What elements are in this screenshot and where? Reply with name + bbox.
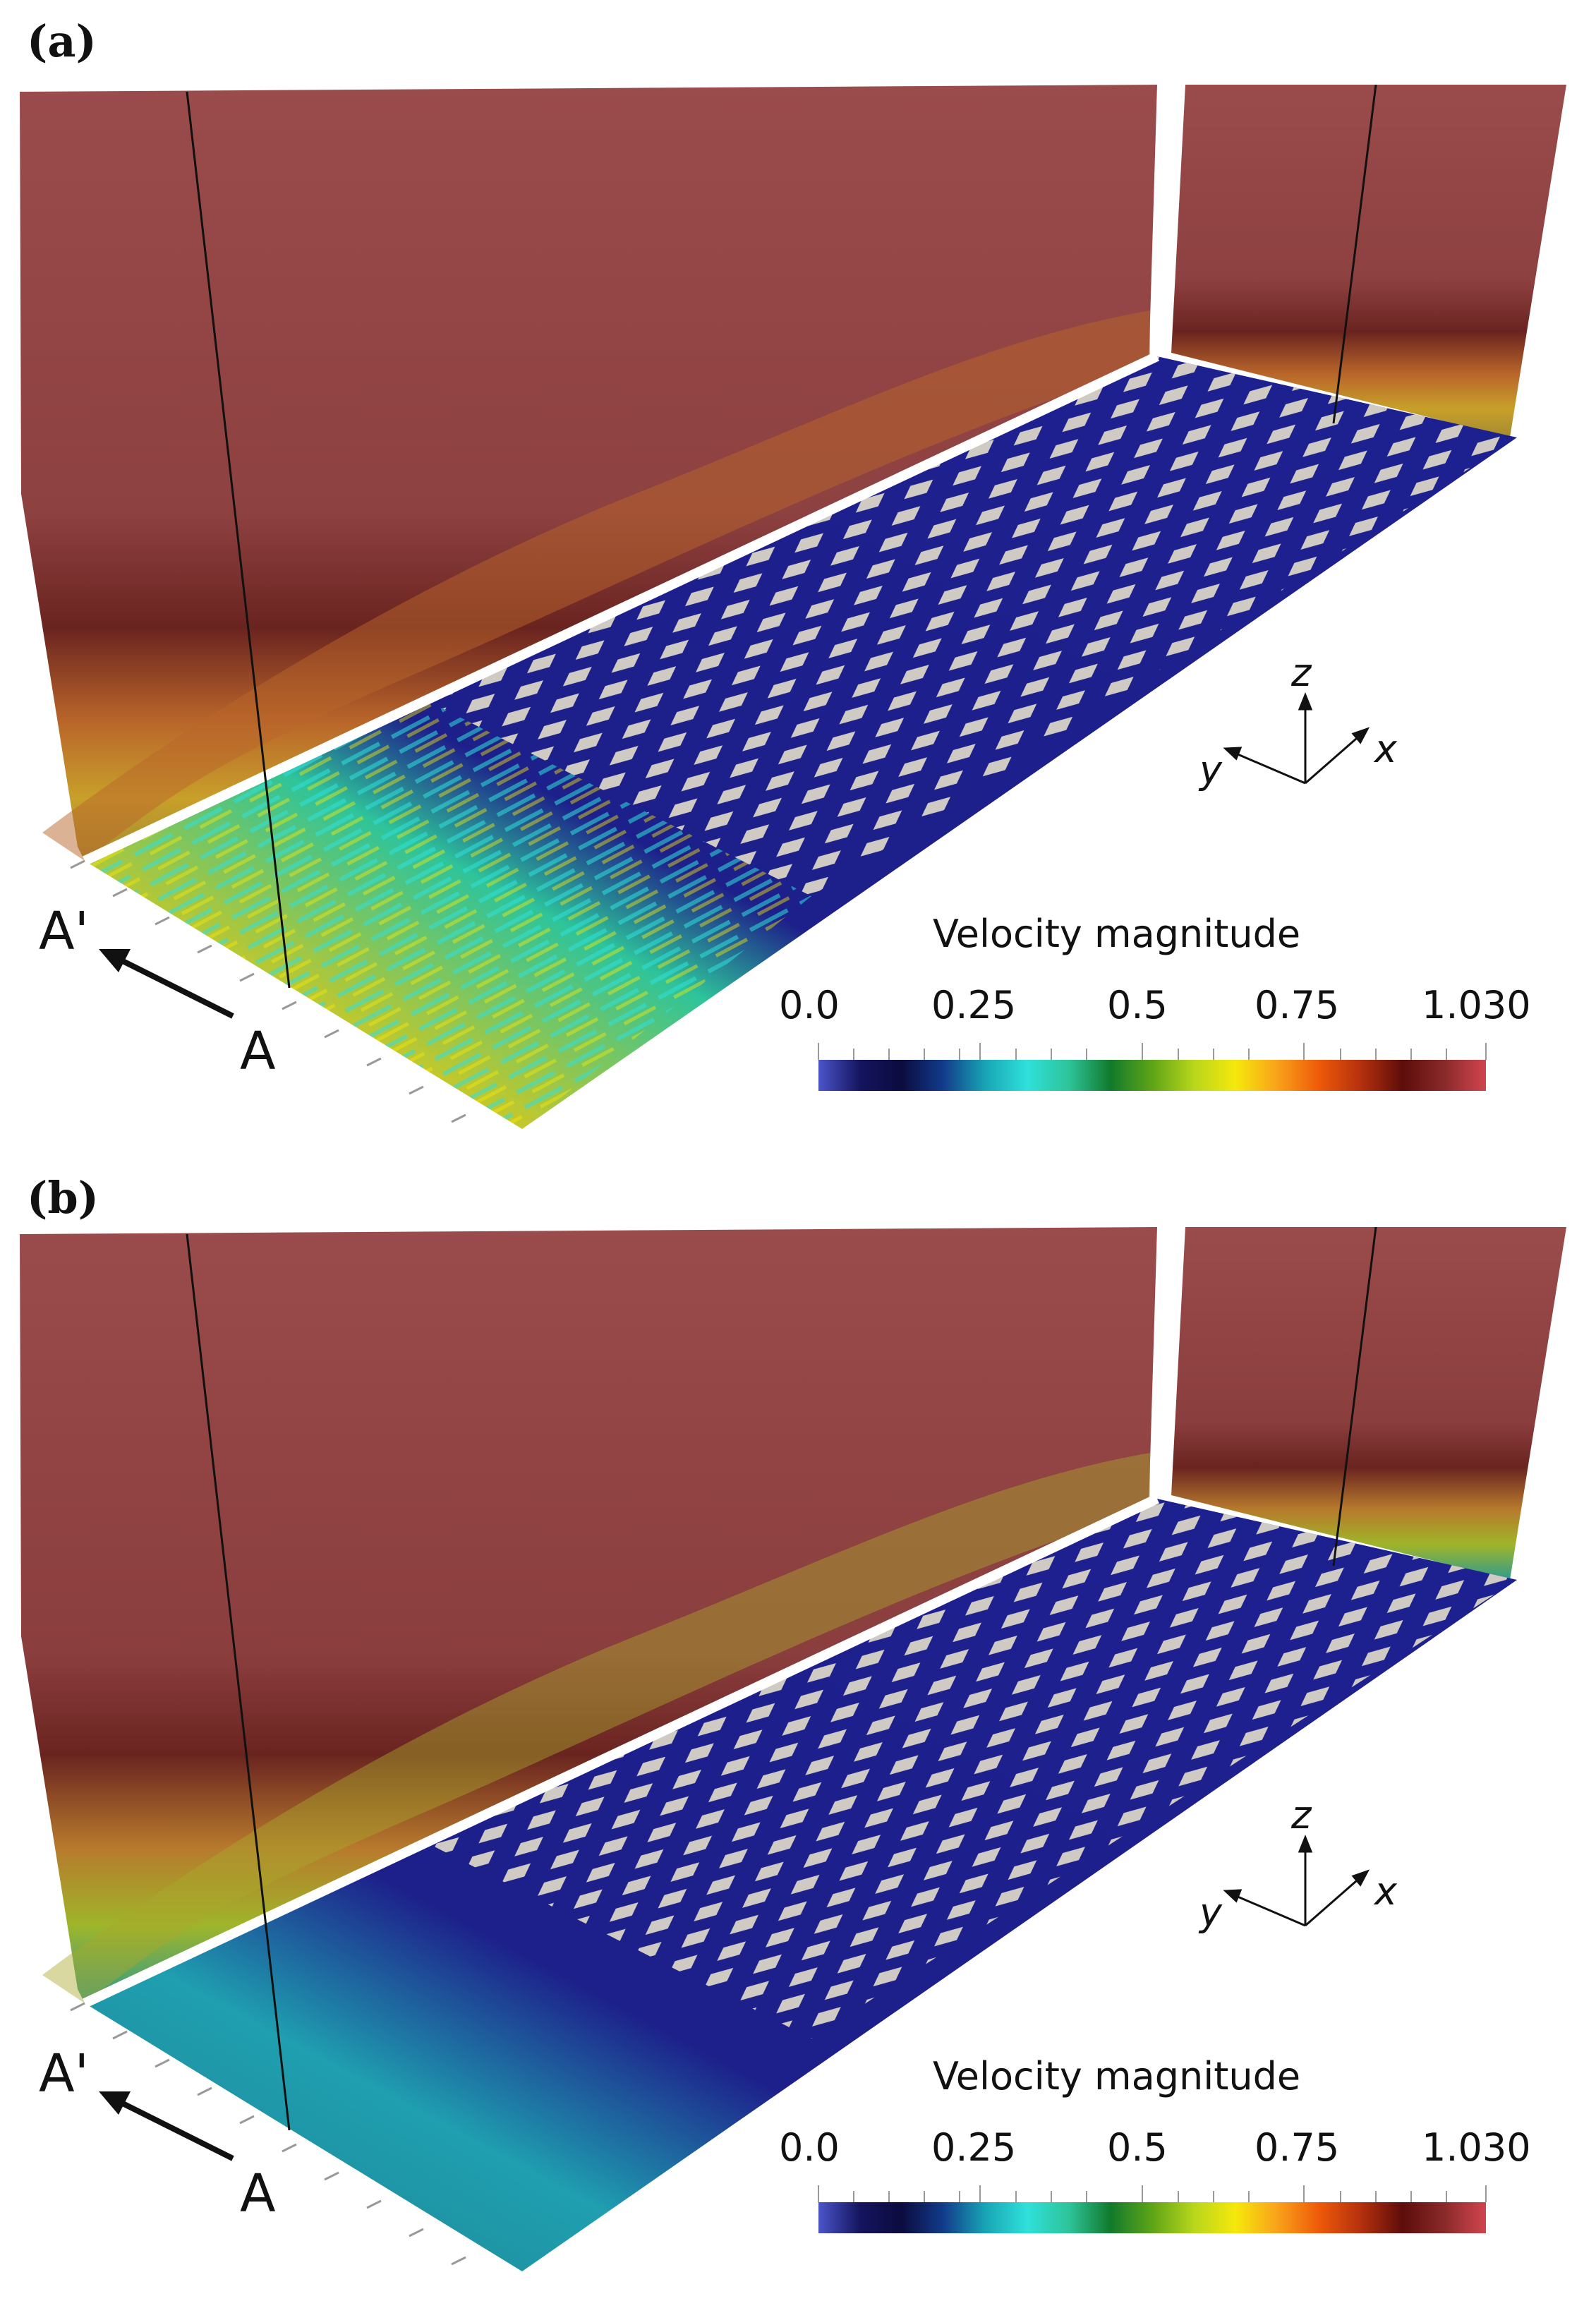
colorbar-tick: 1.030 (1422, 2125, 1531, 2170)
roughness-blocks (423, 1499, 1517, 2039)
colorbar-tick: 0.75 (1255, 2125, 1340, 2170)
side-wall-right (1171, 85, 1566, 437)
floor-streaks (85, 699, 811, 1129)
section-arrow-head (99, 949, 131, 972)
flow-visualization: z y x A' A (20, 84, 1566, 1129)
colorbar-tick: 0.0 (779, 983, 840, 1027)
section-arrow (119, 957, 234, 1019)
reference-line-right (1332, 84, 1377, 424)
colorbar-tick: 0.5 (1107, 983, 1168, 1027)
axis-label-z: z (1290, 651, 1312, 695)
floor-ticks (70, 859, 466, 1123)
roughness-blocks (423, 356, 1517, 896)
colorbar-tick: 0.25 (931, 983, 1017, 1027)
axis-label-y: y (1198, 1890, 1223, 1935)
colorbar-tick: 0.5 (1107, 2125, 1168, 2170)
panel-a: (a) (0, 0, 1596, 1156)
colorbar-gradient (818, 1060, 1486, 1091)
flow-visualization: z y x A' A (20, 1226, 1566, 2271)
floor-ticks (70, 2002, 466, 2266)
floor-edge (83, 1494, 1159, 2008)
panel-label: (b) (27, 1172, 99, 1224)
side-wall-left (20, 1227, 1157, 2003)
section-arrow (119, 2099, 234, 2161)
colorbar-tick: 1.030 (1422, 983, 1531, 1027)
turbulent-band (42, 1453, 1150, 2003)
axis-label-x: x (1373, 1869, 1398, 1914)
section-label-end: A' (39, 2043, 89, 2104)
panel-b: (b) z y (0, 1156, 1596, 2313)
axis-label-z: z (1290, 1793, 1312, 1837)
colorbar-tick: 0.0 (779, 2125, 840, 2170)
axis-label-y: y (1198, 748, 1223, 792)
colorbar (818, 2185, 1487, 2233)
colorbar-title: Velocity magnitude (933, 912, 1301, 956)
colorbar (818, 1043, 1487, 1091)
reference-line-right (1332, 1226, 1377, 1566)
section-label-start: A (240, 1021, 276, 1082)
colorbar-tick: 0.75 (1255, 983, 1340, 1027)
axis-triad (1223, 692, 1370, 785)
wall-separator (1157, 85, 1180, 356)
axis-triad (1223, 1834, 1370, 1927)
axis-label-x: x (1373, 727, 1398, 771)
section-arrow-head (99, 2091, 131, 2115)
turbulent-band (42, 310, 1150, 861)
floor-edge (83, 351, 1159, 866)
reference-line-left (186, 91, 291, 989)
colorbar-title: Velocity magnitude (933, 2054, 1301, 2098)
section-label-start: A (240, 2163, 276, 2224)
panel-label: (a) (27, 16, 97, 67)
reference-line-left (186, 1233, 291, 2131)
side-wall-right (1171, 1227, 1566, 1580)
section-label-end: A' (39, 901, 89, 962)
colorbar-gradient (818, 2202, 1486, 2233)
colorbar-tick: 0.25 (931, 2125, 1017, 2170)
wall-separator (1157, 1227, 1180, 1499)
